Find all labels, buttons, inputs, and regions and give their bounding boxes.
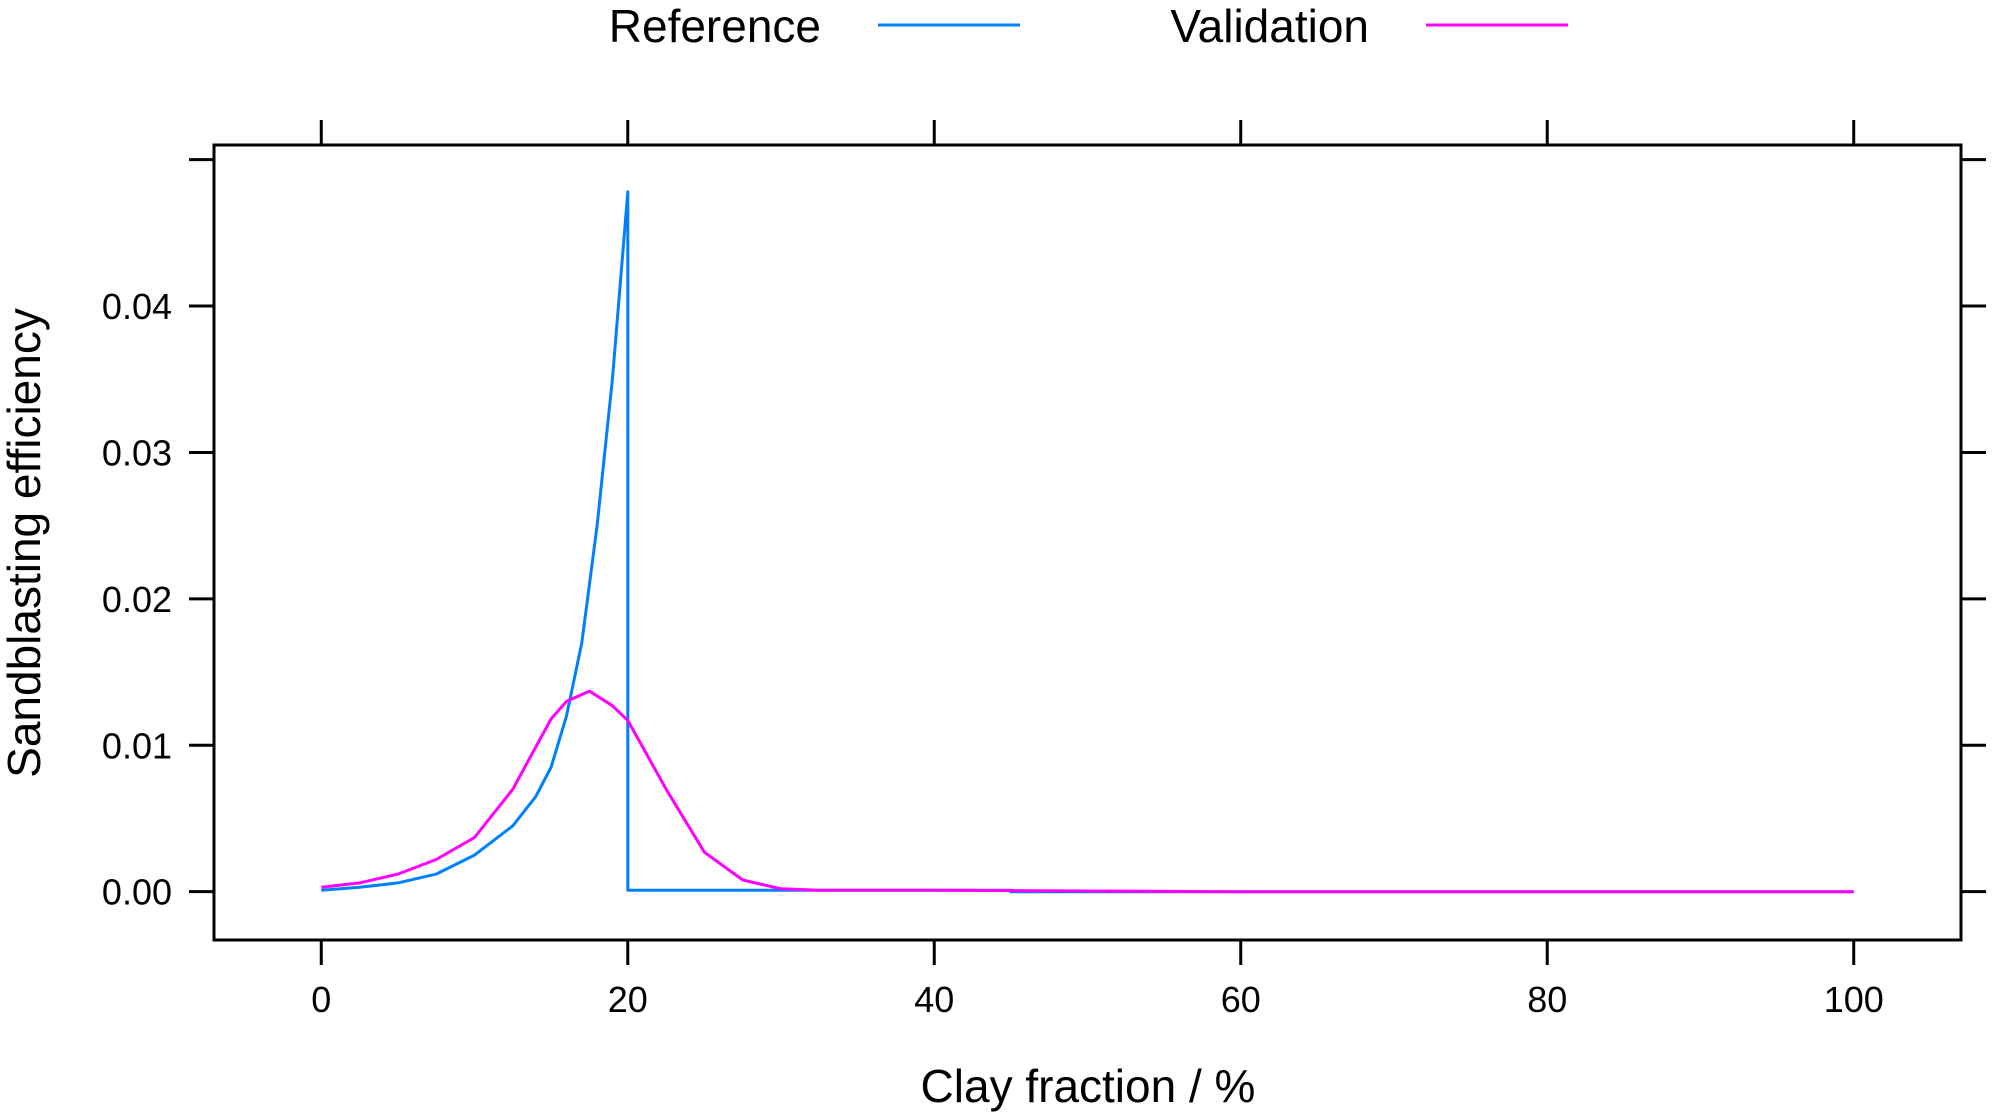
- x-axis-title: Clay fraction / %: [921, 1060, 1256, 1112]
- y-tick-label: 0.04: [102, 286, 172, 327]
- y-tick-label: 0.02: [102, 579, 172, 620]
- x-tick-label: 100: [1824, 979, 1884, 1020]
- y-tick-label: 0.03: [102, 432, 172, 473]
- x-tick-label: 40: [914, 979, 954, 1020]
- series-line-validation: [321, 689, 1854, 894]
- x-tick-label: 60: [1221, 979, 1261, 1020]
- legend-label-reference: Reference: [609, 0, 821, 52]
- y-tick-label: 0.00: [102, 872, 172, 913]
- x-tick-label: 20: [608, 979, 648, 1020]
- legend: Reference Validation: [609, 0, 1568, 52]
- axes: 0 20 40 60 80 100 0.00 0.01 0.02 0.03 0.04: [102, 120, 1986, 1020]
- y-tick-label: 0.01: [102, 725, 172, 766]
- series-line-reference: [321, 190, 1854, 894]
- y-axis-title: Sandblasting efficiency: [0, 308, 50, 778]
- series-lines: [321, 190, 1854, 894]
- plot-frame: [212, 143, 1963, 942]
- legend-label-validation: Validation: [1170, 0, 1369, 52]
- x-tick-label: 80: [1527, 979, 1567, 1020]
- x-tick-label: 0: [311, 979, 331, 1020]
